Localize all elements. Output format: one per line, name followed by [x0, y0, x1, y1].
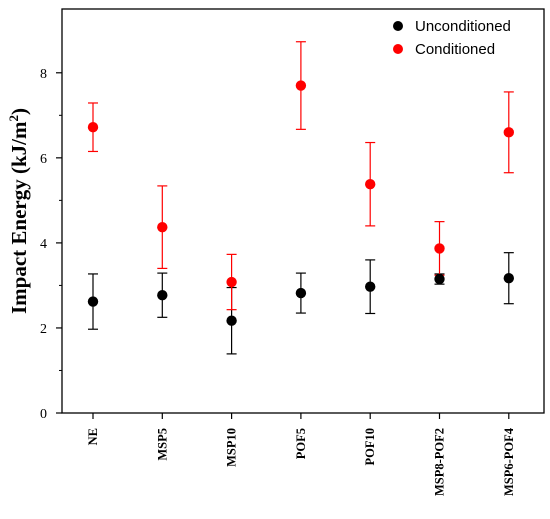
x-tick-label: POF5: [294, 428, 308, 459]
legend-label-conditioned: Conditioned: [415, 41, 495, 58]
data-point-conditioned: [434, 243, 445, 254]
data-point-unconditioned: [157, 290, 168, 301]
y-axis-title-main: Impact Energy (kJ/m: [7, 121, 31, 314]
y-tick-label: 0: [40, 407, 47, 422]
data-marks: [87, 41, 514, 355]
data-point-unconditioned: [226, 315, 237, 326]
data-point-conditioned: [295, 80, 307, 91]
x-tick-label: POF10: [363, 428, 377, 466]
x-tick-label: MSP10: [225, 428, 239, 467]
data-point-unconditioned: [434, 273, 445, 285]
x-tick-label: MSP5: [155, 428, 169, 461]
y-axis-title: Impact Energy (kJ/m2): [6, 108, 31, 314]
legend-marker-conditioned: [393, 44, 403, 54]
plot-frame: [61, 8, 545, 414]
y-axis-title-end: ): [7, 108, 31, 115]
y-axis: 0 2 4 6 8: [40, 67, 62, 422]
data-point-conditioned: [157, 221, 168, 233]
data-point-unconditioned: [87, 296, 99, 307]
data-point-conditioned: [503, 127, 514, 138]
data-point-conditioned: [87, 122, 99, 133]
legend-label-unconditioned: Unconditioned: [415, 18, 511, 35]
y-axis-title-superscript: 2: [6, 115, 21, 122]
x-axis: NE MSP5 MSP10 POF5 POF10 MSP8-POF2 MSP6-POF4: [86, 413, 516, 496]
legend-marker-unconditioned: [393, 21, 403, 31]
y-tick-label: 8: [40, 67, 47, 82]
y-tick-label: 2: [40, 322, 47, 337]
data-point-unconditioned: [503, 272, 514, 284]
data-point-unconditioned: [365, 281, 376, 292]
data-point-unconditioned: [295, 287, 307, 299]
data-point-conditioned: [226, 276, 237, 288]
y-tick-label: 4: [40, 237, 47, 252]
x-tick-label: MSP6-POF4: [502, 427, 516, 496]
legend: Unconditioned Conditioned: [393, 18, 511, 58]
y-tick-label: 6: [40, 152, 47, 167]
data-point-conditioned: [365, 179, 376, 190]
x-tick-label: MSP8-POF2: [433, 428, 447, 496]
x-tick-label: NE: [86, 428, 100, 445]
